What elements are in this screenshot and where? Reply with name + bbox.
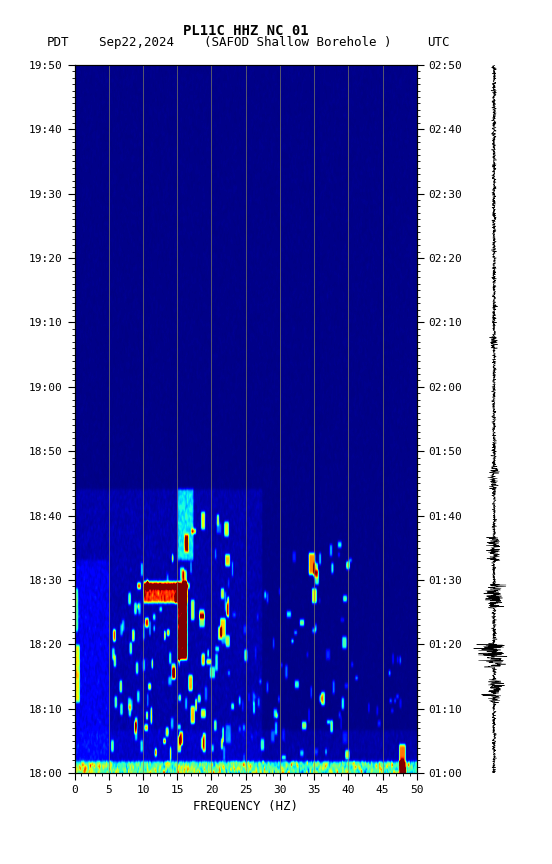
Text: Sep22,2024    (SAFOD Shallow Borehole ): Sep22,2024 (SAFOD Shallow Borehole ) (99, 36, 392, 49)
Text: PDT: PDT (47, 36, 70, 49)
Text: UTC: UTC (427, 36, 450, 49)
Text: PL11C HHZ NC 01: PL11C HHZ NC 01 (183, 24, 309, 38)
X-axis label: FREQUENCY (HZ): FREQUENCY (HZ) (193, 799, 298, 812)
